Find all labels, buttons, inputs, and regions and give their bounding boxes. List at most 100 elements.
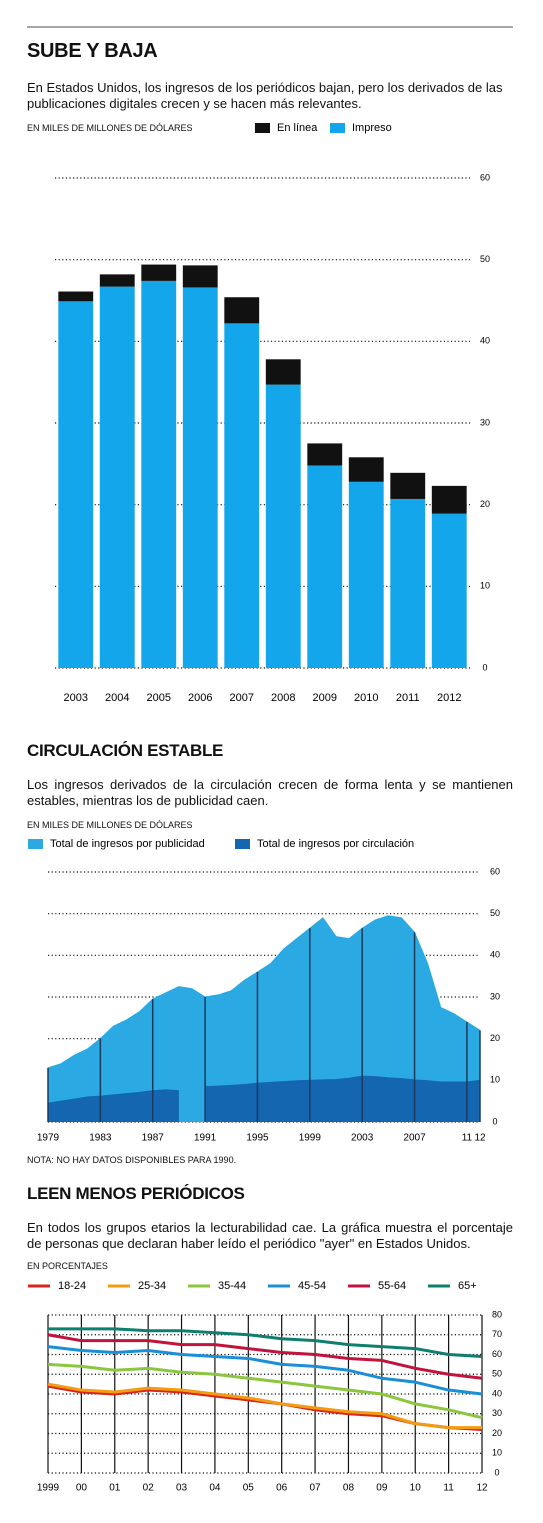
legend-label: 35-44 [218,1280,246,1292]
bar-segment [182,287,218,668]
bar-segment [99,286,135,668]
y-tick-label: 50 [492,1369,502,1379]
y-tick-label: 40 [492,1388,502,1398]
x-tick-label: 09 [376,1483,388,1494]
legend-label: Total de ingresos por publicidad [50,838,205,850]
legend-label: 18-24 [58,1280,86,1292]
series-line [48,1327,483,1358]
legend-label: Total de ingresos por circulación [257,838,414,850]
x-tick-label: 2010 [354,692,378,704]
y-tick-label: 70 [492,1329,502,1339]
bar-segment [224,323,260,668]
x-tick-label: 2009 [313,692,337,704]
legend-swatch [235,839,250,849]
unit-label: EN MILES DE MILLONES DE DÓLARES [27,123,193,133]
bar-segment [390,498,426,668]
y-tick-label: 10 [480,581,490,591]
x-tick-label: 1991 [194,1133,217,1144]
legend-swatch [330,123,345,133]
legend-label: Impreso [352,122,392,134]
x-tick-label: 03 [176,1483,188,1494]
bar-segment [58,291,94,302]
x-tick-label: 1995 [246,1133,269,1144]
bar-segment [431,485,467,514]
y-tick-label: 80 [492,1309,502,1319]
chart-subtitle: Los ingresos derivados de la circulación… [27,777,513,808]
x-tick-label: 2004 [105,692,129,704]
y-tick-label: 40 [480,336,490,346]
unit-label: EN MILES DE MILLONES DE DÓLARES [27,820,193,830]
y-tick-label: 40 [490,950,500,960]
y-tick-label: 0 [492,1116,497,1126]
x-tick-label: 11 [462,1133,473,1144]
x-tick-label: 12 [474,1133,486,1144]
x-tick-label: 1979 [37,1133,60,1144]
bar-segment [348,457,384,482]
x-tick-label: 2005 [147,692,171,704]
x-tick-label: 00 [76,1483,88,1494]
y-tick-label: 30 [480,417,490,427]
y-tick-label: 30 [490,991,500,1001]
y-tick-label: 60 [490,866,500,876]
bar-segment [431,513,467,668]
y-tick-label: 60 [480,172,490,182]
series-line [47,1362,483,1420]
x-tick-label: 2003 [64,692,88,704]
area-edge [47,1075,481,1104]
area-edge [47,915,481,1069]
y-tick-label: 50 [490,908,500,918]
series-line [47,1333,483,1380]
bar-segment [58,301,94,668]
x-tick-label: 06 [276,1483,288,1494]
chart-subtitle: En Estados Unidos, los ingresos de los p… [27,80,503,111]
y-tick-label: 0 [482,662,487,672]
x-tick-label: 1987 [142,1133,165,1144]
y-tick-label: 10 [490,1075,500,1085]
x-tick-label: 07 [310,1483,322,1494]
legend-swatch [28,839,43,849]
x-tick-label: 2003 [351,1133,374,1144]
chart-title: CIRCULACIÓN ESTABLE [27,741,224,760]
area-fill [48,1089,179,1122]
bar-segment [265,384,301,668]
area-fill [205,1076,480,1122]
y-tick-label: 50 [480,254,490,264]
note: NOTA: NO HAY DATOS DISPONIBLES PARA 1990… [27,1155,237,1165]
bar-segment [99,274,135,287]
legend-label: 65+ [458,1280,477,1292]
chart-subtitle: En todos los grupos etarios la lecturabi… [27,1220,513,1251]
legend-label: 25-34 [138,1280,166,1292]
x-tick-label: 2007 [403,1133,426,1144]
bar-segment [141,264,177,281]
chart-title: SUBE Y BAJA [27,40,158,62]
bar-segment [390,472,426,499]
x-tick-label: 11 [443,1483,454,1494]
series-line [47,1382,482,1430]
bar-segment [348,481,384,668]
y-tick-label: 60 [492,1349,502,1359]
x-tick-label: 12 [476,1483,488,1494]
x-tick-label: 1999 [37,1483,60,1494]
y-tick-label: 0 [494,1467,499,1477]
x-tick-label: 2007 [230,692,254,704]
x-tick-label: 10 [410,1483,422,1494]
bar-segment [141,280,177,668]
chart-title: LEEN MENOS PERIÓDICOS [27,1184,245,1203]
legend-label: En línea [277,122,318,134]
y-tick-label: 20 [480,499,490,509]
y-tick-label: 30 [492,1408,502,1418]
x-tick-label: 1983 [89,1133,112,1144]
bar-segment [224,297,260,324]
legend-label: 45-54 [298,1280,326,1292]
series-line [47,1345,483,1396]
x-tick-label: 08 [343,1483,355,1494]
bar-segment [307,465,343,668]
x-tick-label: 05 [243,1483,255,1494]
bar-segment [265,359,301,385]
x-tick-label: 2008 [271,692,295,704]
legend-swatch [255,123,270,133]
legend-label: 55-64 [378,1280,406,1292]
x-tick-label: 2006 [188,692,212,704]
